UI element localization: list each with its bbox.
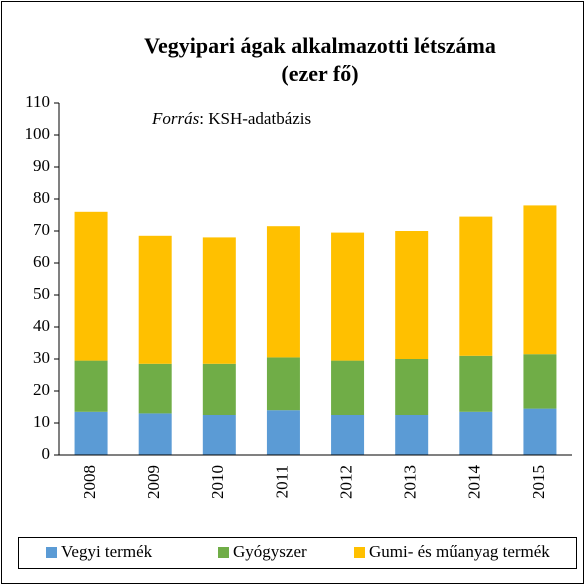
x-tick-label: 2015: [529, 465, 548, 499]
x-tick-label: 2010: [208, 465, 227, 499]
bar-segment: [395, 231, 429, 359]
x-tick-label: 2009: [144, 465, 163, 499]
x-tick-label: 2013: [401, 465, 420, 499]
legend-swatch: [354, 547, 365, 558]
bar-segment: [74, 411, 108, 455]
y-tick-label: 90: [33, 156, 50, 175]
y-tick-label: 10: [33, 412, 50, 431]
bar-segment: [523, 408, 557, 455]
bar-segment: [459, 411, 493, 455]
bar-segment: [138, 235, 172, 364]
chart-title: (ezer fő): [281, 61, 358, 86]
y-tick-label: 0: [42, 444, 51, 463]
bar-segment: [459, 355, 493, 412]
legend-swatch: [46, 547, 57, 558]
y-tick-label: 40: [33, 316, 50, 335]
x-tick-label: 2012: [336, 465, 355, 499]
y-tick-label: 80: [33, 188, 50, 207]
bar-segment: [266, 357, 300, 411]
legend-box: [18, 537, 577, 569]
bar-segment: [138, 363, 172, 414]
y-tick-label: 110: [25, 92, 50, 111]
legend-label: Gyógyszer: [233, 542, 307, 561]
x-tick-label: 2014: [465, 465, 484, 500]
bar-segment: [331, 415, 365, 455]
x-tick-label: 2008: [80, 465, 99, 499]
y-tick-label: 60: [33, 252, 50, 271]
bar-segment: [395, 359, 429, 415]
source-annotation: Forrás: KSH-adatbázis: [151, 109, 311, 128]
source-label: Forrás: [151, 109, 200, 128]
source-text: : KSH-adatbázis: [199, 109, 311, 128]
y-tick-label: 50: [33, 284, 50, 303]
legend-label: Gumi- és műanyag termék: [369, 542, 550, 561]
bar-segment: [266, 410, 300, 455]
y-tick-label: 100: [25, 124, 51, 143]
bar-segment: [74, 211, 108, 361]
bar-segment: [202, 363, 236, 415]
bar-segment: [266, 226, 300, 358]
bar-segment: [331, 232, 365, 361]
bar-segment: [202, 237, 236, 364]
x-tick-label: 2011: [272, 465, 291, 498]
bar-segment: [331, 360, 365, 415]
y-tick-label: 70: [33, 220, 50, 239]
bar-segment: [202, 415, 236, 455]
chart-title: Vegyipari ágak alkalmazotti létszáma: [144, 33, 496, 58]
bar-segment: [138, 413, 172, 455]
bar-segment: [459, 216, 493, 356]
y-tick-label: 30: [33, 348, 50, 367]
y-tick-label: 20: [33, 380, 50, 399]
bar-segment: [74, 360, 108, 412]
legend-swatch: [218, 547, 229, 558]
bar-segment: [523, 205, 557, 355]
bar-segment: [523, 354, 557, 409]
legend-label: Vegyi termék: [61, 542, 153, 561]
bar-segment: [395, 415, 429, 455]
